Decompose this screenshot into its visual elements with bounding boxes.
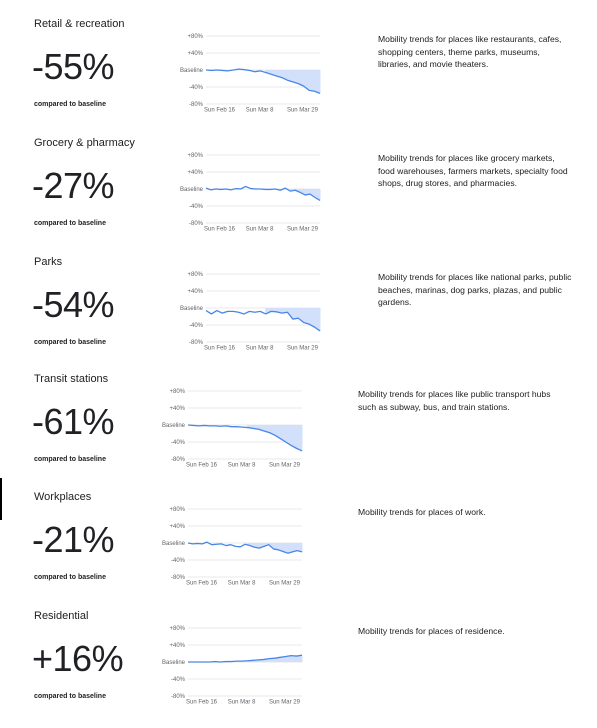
change-percent: +16% — [32, 638, 124, 679]
trend-area — [247, 543, 302, 554]
x-tick-label: Sun Feb 16 — [186, 581, 218, 587]
y-tick-label: +80% — [187, 153, 203, 159]
trend-area — [265, 188, 320, 201]
mobility-chart: +80% +40% Baseline -40% -80%Sun Feb 16 Sun Ma… — [180, 272, 321, 352]
category-description: Mobility trends for places of residence. — [358, 626, 505, 636]
left-edge-mark — [0, 478, 2, 520]
compared-label: compared to baseline — [34, 220, 106, 227]
compared-label: compared to baseline — [34, 339, 106, 346]
category-title: Transit stations — [34, 373, 109, 385]
x-tick-label: Sun Mar 8 — [228, 581, 256, 587]
y-tick-label: +80% — [187, 272, 203, 278]
compared-label: compared to baseline — [34, 574, 106, 581]
x-tick-label: Sun Feb 16 — [186, 700, 218, 706]
trend-area — [265, 70, 320, 94]
y-tick-label: Baseline — [180, 187, 204, 193]
y-tick-label: Baseline — [162, 541, 186, 547]
section-residential: Residential +16% compared to baseline +8… — [0, 598, 597, 716]
x-tick-label: Sun Mar 8 — [246, 346, 274, 352]
y-tick-label: Baseline — [162, 660, 186, 666]
trend-line — [205, 185, 321, 202]
category-title: Residential — [34, 610, 89, 622]
y-tick-label: +40% — [169, 524, 185, 530]
category-title: Parks — [34, 256, 63, 268]
change-percent: -21% — [32, 519, 115, 560]
y-tick-label: Baseline — [180, 306, 204, 312]
y-tick-label: -40% — [171, 440, 186, 446]
mobility-chart: +80% +40% Baseline -40% -80%Sun Feb 16 Sun Ma… — [162, 507, 303, 587]
x-tick-label: Sun Mar 29 — [287, 227, 319, 233]
section-transit-stations: Transit stations -61% compared to baseli… — [0, 361, 597, 479]
y-tick-label: -40% — [189, 85, 204, 91]
category-title: Grocery & pharmacy — [34, 137, 135, 149]
x-tick-label: Sun Mar 8 — [228, 700, 256, 706]
y-tick-label: -80% — [189, 340, 204, 346]
x-tick-label: Sun Mar 8 — [228, 463, 256, 469]
trend-line — [188, 654, 303, 663]
x-tick-label: Sun Mar 8 — [246, 108, 274, 114]
compared-label: compared to baseline — [34, 456, 106, 463]
x-tick-label: Sun Mar 8 — [246, 227, 274, 233]
y-tick-label: +40% — [187, 289, 203, 295]
category-description: Mobility trends for places like national… — [378, 272, 572, 307]
x-tick-label: Sun Mar 29 — [287, 346, 319, 352]
x-tick-label: Sun Feb 16 — [204, 108, 236, 114]
x-tick-label: Sun Mar 29 — [287, 108, 319, 114]
y-tick-label: -40% — [171, 677, 186, 683]
y-tick-label: Baseline — [162, 423, 186, 429]
category-title: Retail & recreation — [34, 18, 125, 30]
y-tick-label: +80% — [187, 34, 203, 40]
y-tick-label: -40% — [189, 323, 204, 329]
y-tick-label: -80% — [189, 221, 204, 227]
category-description: Mobility trends for places of work. — [358, 507, 486, 517]
trend-line — [205, 68, 321, 94]
x-tick-label: Sun Mar 29 — [269, 463, 301, 469]
category-description: Mobility trends for places like restaura… — [378, 34, 562, 69]
x-tick-label: Sun Feb 16 — [186, 463, 218, 469]
y-tick-label: +40% — [169, 643, 185, 649]
y-tick-label: -80% — [171, 457, 186, 463]
x-tick-label: Sun Mar 29 — [269, 581, 301, 587]
y-tick-label: +80% — [169, 507, 185, 513]
x-tick-label: Sun Mar 29 — [269, 700, 301, 706]
section-workplaces: Workplaces -21% compared to baseline +80… — [0, 479, 597, 597]
x-tick-label: Sun Feb 16 — [204, 227, 236, 233]
change-percent: -27% — [32, 165, 115, 206]
trend-line — [205, 309, 321, 332]
y-tick-label: +80% — [169, 626, 185, 632]
compared-label: compared to baseline — [34, 101, 106, 108]
change-percent: -55% — [32, 46, 115, 87]
mobility-chart: +80% +40% Baseline -40% -80%Sun Feb 16 Sun Ma… — [180, 153, 321, 233]
y-tick-label: +40% — [187, 170, 203, 176]
y-tick-label: -80% — [189, 102, 204, 108]
mobility-chart: +80% +40% Baseline -40% -80%Sun Feb 16 Sun Ma… — [162, 389, 303, 469]
change-percent: -54% — [32, 284, 115, 325]
change-percent: -61% — [32, 401, 115, 442]
y-tick-label: -80% — [171, 694, 186, 700]
compared-label: compared to baseline — [34, 693, 106, 700]
y-tick-label: +40% — [187, 51, 203, 57]
x-tick-label: Sun Feb 16 — [204, 346, 236, 352]
y-tick-label: Baseline — [180, 68, 204, 74]
section-retail-recreation: Retail & recreation -55% compared to bas… — [0, 6, 597, 124]
category-title: Workplaces — [34, 491, 92, 503]
category-description: Mobility trends for places like public t… — [358, 389, 551, 412]
mobility-chart: +80% +40% Baseline -40% -80%Sun Feb 16 Sun Ma… — [180, 34, 321, 114]
trend-area — [247, 425, 302, 451]
section-grocery-pharmacy: Grocery & pharmacy -27% compared to base… — [0, 125, 597, 243]
trend-area — [265, 308, 320, 331]
y-tick-label: +80% — [169, 389, 185, 395]
y-tick-label: +40% — [169, 406, 185, 412]
category-description: Mobility trends for places like grocery … — [378, 153, 568, 188]
y-tick-label: -40% — [189, 204, 204, 210]
trend-line — [187, 424, 303, 452]
y-tick-label: -40% — [171, 558, 186, 564]
section-parks: Parks -54% compared to baseline +80% +40%… — [0, 244, 597, 362]
y-tick-label: -80% — [171, 575, 186, 581]
mobility-chart: +80% +40% Baseline -40% -80%Sun Feb 16 Sun Ma… — [162, 626, 303, 706]
